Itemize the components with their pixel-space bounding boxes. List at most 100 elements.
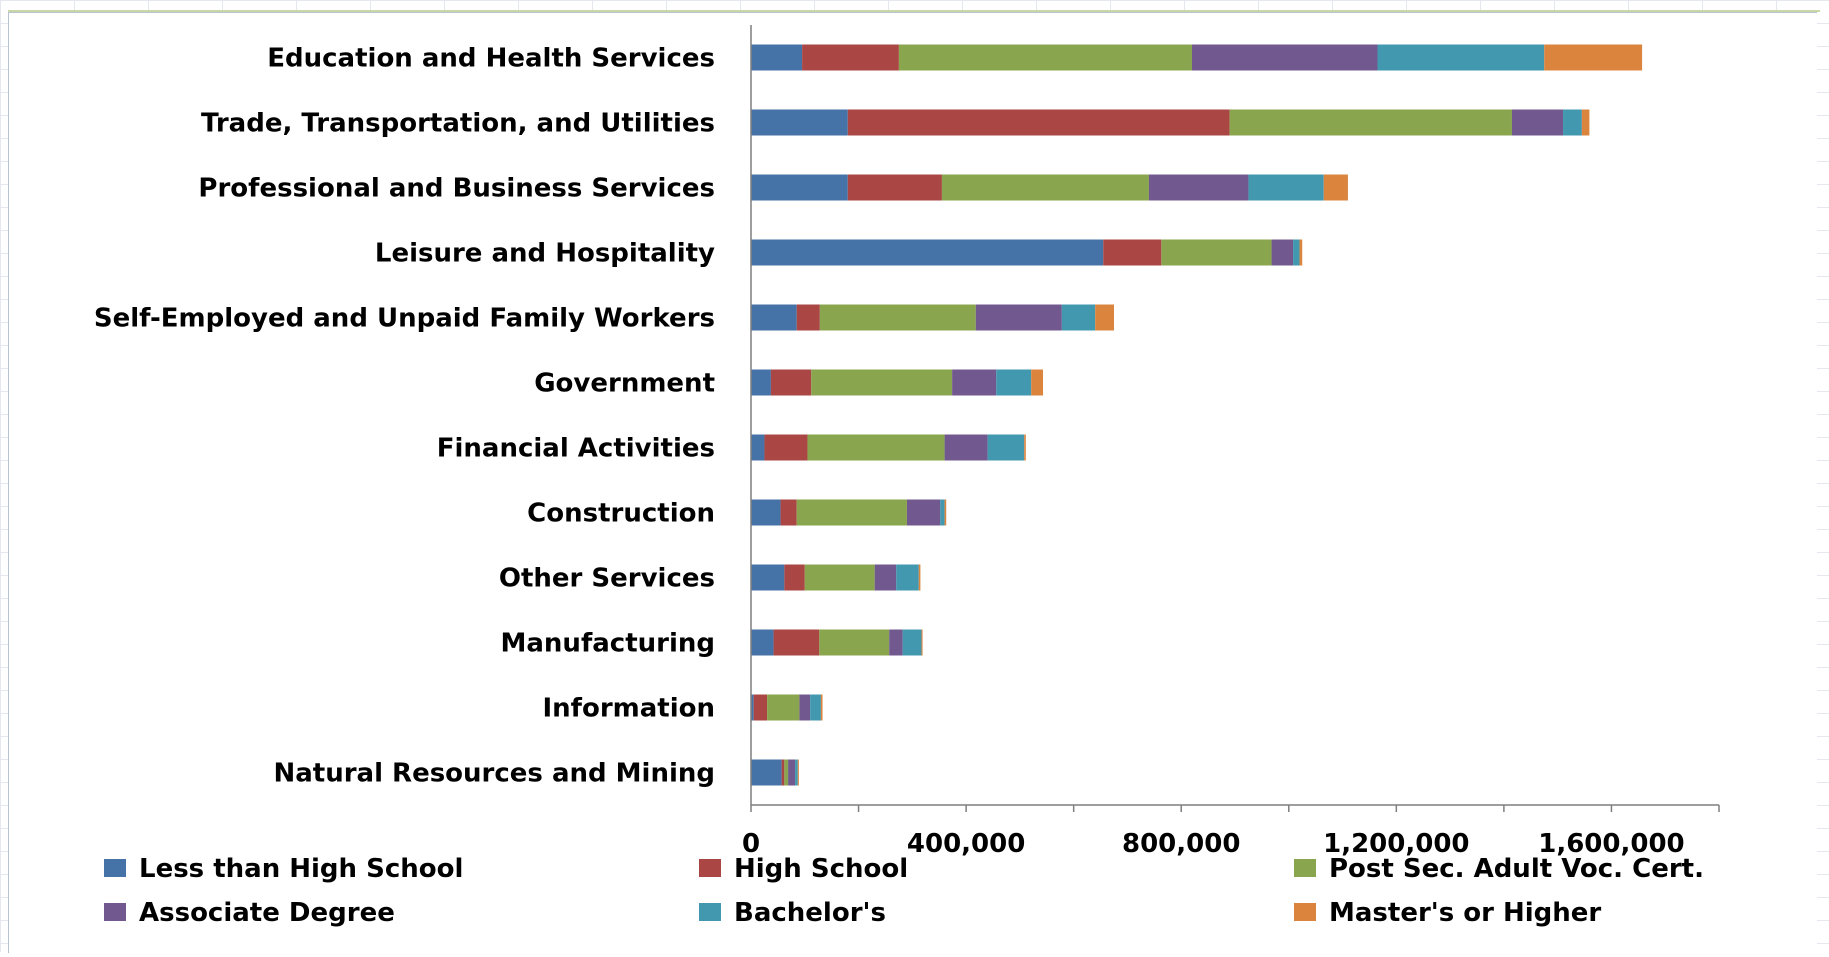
legend: Less than High School High School Post Sec… [104,854,1704,928]
category-label-professional-and-business-services: Professional and Business Services [198,174,715,204]
bar-segment-other-services-less-than-high-school [751,564,785,591]
bar-segment-professional-and-business-services-associate-degree [1148,174,1249,201]
bar-segment-natural-resources-and-mining-less-than-high-school [751,759,782,786]
bar-segment-professional-and-business-services-high-school [847,174,942,201]
legend-swatch-less-than-high-school [104,859,126,877]
legend-label-less-than-high-school: Less than High School [139,854,463,884]
bar-segment-self-employed-and-unpaid-family-workers-high-school [796,304,820,331]
bar-segment-self-employed-and-unpaid-family-workers-bachelor-s [1061,304,1096,331]
bar-segment-leisure-and-hospitality-bachelor-s [1293,239,1300,266]
x-tick-label: 800,000 [1122,829,1240,859]
bar-segment-financial-activities-less-than-high-school [751,434,765,461]
x-tick-label: 1,200,000 [1323,829,1469,859]
bar-segment-education-and-health-services-associate-degree [1191,44,1378,71]
bar-segment-trade-transportation-and-utilities-less-than-high-school [751,109,848,136]
bar-segment-financial-activities-post-sec-adult-voc-cert [807,434,945,461]
category-label-construction: Construction [527,499,715,529]
bar-segment-leisure-and-hospitality-less-than-high-school [751,239,1104,266]
bar-segment-information-high-school [753,694,768,721]
bars-layer [751,44,1643,786]
chart-frame: Education and Health Services Trade, Tran… [8,12,1817,953]
bar-segment-government-associate-degree [952,369,997,396]
bar-segment-leisure-and-hospitality-master-s-or-higher [1299,239,1303,266]
legend-swatch-post-sec-adult-voc-cert [1294,859,1316,877]
category-label-self-employed-and-unpaid-family-workers: Self-Employed and Unpaid Family Workers [94,304,715,334]
bar-segment-financial-activities-bachelor-s [987,434,1025,461]
legend-label-associate-degree: Associate Degree [139,898,395,928]
category-label-trade-transportation-and-utilities: Trade, Transportation, and Utilities [201,109,715,139]
bar-segment-other-services-associate-degree [874,564,897,591]
category-label-other-services: Other Services [499,564,715,594]
stacked-bar-chart: Education and Health Services Trade, Tran… [94,25,1720,928]
bar-segment-financial-activities-associate-degree [944,434,988,461]
category-label-government: Government [534,369,715,399]
bar-segment-natural-resources-and-mining-bachelor-s [795,759,798,786]
bar-segment-construction-high-school [780,499,797,526]
bar-segment-professional-and-business-services-master-s-or-higher [1323,174,1348,201]
bar-segment-government-bachelor-s [996,369,1032,396]
bar-segment-education-and-health-services-high-school [802,44,899,71]
bar-segment-construction-master-s-or-higher [944,499,947,526]
bar-segment-leisure-and-hospitality-associate-degree [1271,239,1294,266]
category-label-natural-resources-and-mining: Natural Resources and Mining [273,759,715,789]
category-label-financial-activities: Financial Activities [437,434,715,464]
bar-segment-government-master-s-or-higher [1031,369,1044,396]
bar-segment-government-high-school [770,369,812,396]
category-labels: Education and Health Services Trade, Tran… [94,44,715,789]
x-tick-label: 400,000 [907,829,1025,859]
bar-segment-leisure-and-hospitality-high-school [1103,239,1162,266]
bar-segment-other-services-master-s-or-higher [918,564,921,591]
bar-segment-manufacturing-less-than-high-school [751,629,774,656]
legend-swatch-associate-degree [104,903,126,921]
bar-segment-education-and-health-services-post-sec-adult-voc-cert [898,44,1192,71]
bar-segment-manufacturing-master-s-or-higher [921,629,923,656]
bar-segment-information-bachelor-s [810,694,821,721]
bar-segment-trade-transportation-and-utilities-bachelor-s [1563,109,1582,136]
bar-segment-self-employed-and-unpaid-family-workers-post-sec-adult-voc-cert [819,304,976,331]
axes-layer [750,25,1720,812]
bar-segment-natural-resources-and-mining-post-sec-adult-voc-cert [784,759,789,786]
bar-segment-construction-less-than-high-school [751,499,781,526]
category-label-information: Information [542,694,715,724]
bar-segment-education-and-health-services-master-s-or-higher [1544,44,1643,71]
bar-segment-other-services-high-school [784,564,805,591]
bar-segment-other-services-post-sec-adult-voc-cert [804,564,875,591]
bar-segment-self-employed-and-unpaid-family-workers-associate-degree [975,304,1062,331]
bar-segment-construction-post-sec-adult-voc-cert [796,499,907,526]
legend-label-high-school: High School [734,854,908,884]
x-tick-labels: 0 400,000 800,000 1,200,000 1,600,000 [742,829,1685,859]
bar-segment-trade-transportation-and-utilities-master-s-or-higher [1581,109,1590,136]
category-label-leisure-and-hospitality: Leisure and Hospitality [375,239,715,269]
bar-segment-government-less-than-high-school [751,369,771,396]
legend-label-post-sec-adult-voc-cert: Post Sec. Adult Voc. Cert. [1329,854,1704,884]
legend-swatch-high-school [699,859,721,877]
bar-segment-information-associate-degree [799,694,811,721]
legend-swatch-bachelor-s [699,903,721,921]
bar-segment-self-employed-and-unpaid-family-workers-less-than-high-school [751,304,797,331]
bar-segment-information-master-s-or-higher [820,694,823,721]
bar-segment-trade-transportation-and-utilities-high-school [847,109,1230,136]
bar-segment-financial-activities-high-school [764,434,808,461]
category-label-education-and-health-services: Education and Health Services [267,44,715,74]
bar-segment-natural-resources-and-mining-high-school [781,759,785,786]
bar-segment-professional-and-business-services-bachelor-s [1248,174,1324,201]
bar-segment-professional-and-business-services-post-sec-adult-voc-cert [941,174,1149,201]
bar-segment-trade-transportation-and-utilities-post-sec-adult-voc-cert [1229,109,1512,136]
bar-segment-education-and-health-services-bachelor-s [1377,44,1545,71]
bar-segment-natural-resources-and-mining-associate-degree [788,759,796,786]
x-tick-label: 1,600,000 [1538,829,1684,859]
bar-segment-leisure-and-hospitality-post-sec-adult-voc-cert [1161,239,1272,266]
bar-segment-construction-associate-degree [906,499,941,526]
bar-segment-government-post-sec-adult-voc-cert [811,369,953,396]
bar-segment-financial-activities-master-s-or-higher [1024,434,1026,461]
bar-segment-manufacturing-bachelor-s [902,629,922,656]
bar-segment-professional-and-business-services-less-than-high-school [751,174,848,201]
x-tick-label: 0 [742,829,760,859]
bar-segment-self-employed-and-unpaid-family-workers-master-s-or-higher [1095,304,1114,331]
bar-segment-information-less-than-high-school [751,694,754,721]
bar-segment-information-post-sec-adult-voc-cert [767,694,800,721]
bar-segment-education-and-health-services-less-than-high-school [751,44,803,71]
bar-segment-natural-resources-and-mining-master-s-or-higher [797,759,799,786]
legend-label-bachelor-s: Bachelor's [734,898,886,928]
